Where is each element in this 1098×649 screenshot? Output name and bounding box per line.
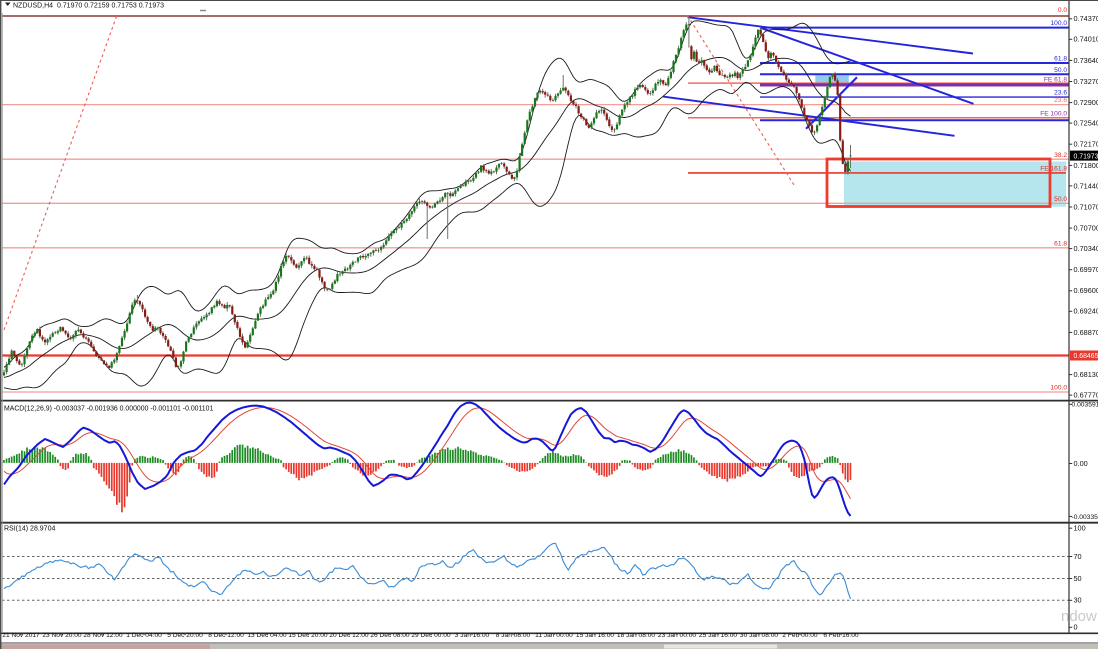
svg-text:0.71800: 0.71800 (1074, 161, 1098, 170)
svg-text:8 Dec 12:00: 8 Dec 12:00 (208, 632, 244, 639)
svg-text:5 Dec 20:00: 5 Dec 20:00 (167, 632, 203, 639)
svg-text:50.0: 50.0 (1054, 196, 1067, 203)
svg-text:0.73640: 0.73640 (1074, 56, 1098, 65)
svg-text:21 Nov 2017: 21 Nov 2017 (2, 632, 40, 639)
svg-text:15 Dec 20:00: 15 Dec 20:00 (288, 632, 328, 639)
svg-text:11 Jan 00:00: 11 Jan 00:00 (535, 632, 573, 639)
svg-text:61.8: 61.8 (1054, 56, 1067, 63)
svg-text:0.72540: 0.72540 (1074, 119, 1098, 128)
svg-text:ndow: ndow (1061, 608, 1097, 625)
svg-text:29 Dec 00:00: 29 Dec 00:00 (411, 632, 451, 639)
svg-text:0.70340: 0.70340 (1074, 244, 1098, 253)
svg-text:0.69600: 0.69600 (1074, 286, 1098, 295)
svg-text:0: 0 (1074, 623, 1078, 632)
svg-text:100.0: 100.0 (1050, 385, 1067, 392)
svg-text:FE 100.0: FE 100.0 (1040, 110, 1067, 117)
svg-text:0.69970: 0.69970 (1074, 265, 1098, 274)
svg-text:30: 30 (1074, 596, 1082, 605)
svg-text:0.72170: 0.72170 (1074, 140, 1098, 149)
svg-text:100.0: 100.0 (1050, 20, 1067, 27)
svg-text:0.003591: 0.003591 (1072, 402, 1098, 409)
svg-text:0.68130: 0.68130 (1074, 370, 1098, 379)
svg-text:50.0: 50.0 (1054, 67, 1067, 74)
svg-text:70: 70 (1074, 552, 1082, 561)
svg-text:0.00: 0.00 (1074, 459, 1088, 468)
svg-text:0.74370: 0.74370 (1074, 14, 1098, 23)
svg-text:28 Nov 12:00: 28 Nov 12:00 (83, 632, 123, 639)
svg-text:3 Jan 16:00: 3 Jan 16:00 (455, 632, 490, 639)
svg-text:MACD(12,26,9) -0.003037 -0.001: MACD(12,26,9) -0.003037 -0.001936 0.0000… (4, 406, 213, 413)
svg-text:26 Dec 08:00: 26 Dec 08:00 (370, 632, 410, 639)
svg-text:50: 50 (1074, 574, 1082, 583)
svg-text:23.6: 23.6 (1054, 97, 1067, 104)
svg-text:23 Jan 00:00: 23 Jan 00:00 (658, 632, 696, 639)
svg-text:0.72900: 0.72900 (1074, 98, 1098, 107)
svg-text:100: 100 (1074, 524, 1086, 533)
svg-text:0.69240: 0.69240 (1074, 307, 1098, 316)
svg-text:FE 61.8: FE 61.8 (1044, 76, 1067, 83)
svg-text:0.71440: 0.71440 (1074, 181, 1098, 190)
svg-text:6 Feb 16:00: 6 Feb 16:00 (823, 632, 859, 639)
svg-text:20 Dec 12:00: 20 Dec 12:00 (329, 632, 369, 639)
svg-text:25 Jan 16:00: 25 Jan 16:00 (699, 632, 737, 639)
svg-text:38.2: 38.2 (1054, 152, 1067, 159)
svg-text:0.71070: 0.71070 (1074, 202, 1098, 211)
svg-text:13 Dec 04:00: 13 Dec 04:00 (247, 632, 287, 639)
svg-text:0.70700: 0.70700 (1074, 224, 1098, 233)
svg-text:0.71973: 0.71973 (1074, 153, 1098, 160)
svg-text:18 Jan 08:00: 18 Jan 08:00 (617, 632, 655, 639)
svg-text:61.8: 61.8 (1054, 240, 1067, 247)
svg-text:23 Nov 20:00: 23 Nov 20:00 (42, 632, 82, 639)
svg-text:RSI(14) 28.9704: RSI(14) 28.9704 (4, 526, 55, 533)
svg-text:0.73270: 0.73270 (1074, 77, 1098, 86)
svg-text:23.6: 23.6 (1054, 90, 1067, 97)
svg-text:0.68465: 0.68465 (1074, 353, 1098, 360)
svg-text:0.0: 0.0 (1058, 7, 1067, 14)
svg-text:0.68870: 0.68870 (1074, 328, 1098, 337)
svg-text:8 Jan 08:00: 8 Jan 08:00 (496, 632, 531, 639)
svg-text:2 Feb 00:00: 2 Feb 00:00 (782, 632, 818, 639)
svg-text:-0.00335: -0.00335 (1072, 514, 1098, 521)
svg-text:FE 161.8: FE 161.8 (1040, 166, 1067, 173)
svg-text:15 Jan 16:00: 15 Jan 16:00 (576, 632, 614, 639)
svg-text:0.74010: 0.74010 (1074, 35, 1098, 44)
svg-text:1 Dec 04:00: 1 Dec 04:00 (126, 632, 162, 639)
svg-text:NZDUSD,H4 0.71970 0.72159 0.7: NZDUSD,H4 0.71970 0.72159 0.71753 0.7197… (13, 3, 164, 10)
svg-text:0.67770: 0.67770 (1074, 391, 1098, 400)
svg-text:30 Jan 08:00: 30 Jan 08:00 (740, 632, 778, 639)
